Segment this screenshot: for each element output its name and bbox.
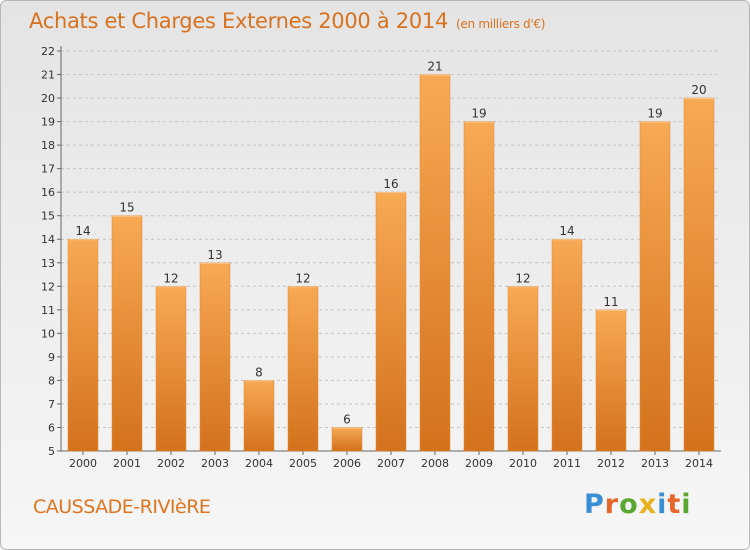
y-tick-label: 18 xyxy=(41,139,55,152)
bar-2007 xyxy=(375,191,407,452)
x-tick-label-2013: 2013 xyxy=(641,457,669,470)
x-tick-label-2005: 2005 xyxy=(289,457,317,470)
y-tick-label: 21 xyxy=(41,69,55,82)
y-tick-label: 15 xyxy=(41,210,55,223)
bar-2005 xyxy=(287,286,319,452)
bar-2006 xyxy=(331,427,363,452)
data-label-2001: 15 xyxy=(119,201,134,215)
data-label-2012: 11 xyxy=(603,295,618,309)
y-tick-labels: 5 6 7 8 9 10 11 12 13 14 15 16 17 18 19 20 21 22 xyxy=(41,45,55,458)
bars xyxy=(67,74,715,452)
x-tick-label-2004: 2004 xyxy=(245,457,273,470)
x-tick-label-2003: 2003 xyxy=(201,457,229,470)
bar-2012 xyxy=(595,309,627,452)
data-label-2008: 21 xyxy=(427,60,442,74)
data-label-2011: 14 xyxy=(559,224,574,238)
x-tick-label-2000: 2000 xyxy=(69,457,97,470)
y-tick-label: 19 xyxy=(41,116,55,129)
data-label-2006: 6 xyxy=(343,412,351,426)
data-label-2003: 13 xyxy=(207,248,222,262)
bar-2013 xyxy=(639,121,671,452)
bar-2011 xyxy=(551,238,583,452)
y-tick-label: 9 xyxy=(48,351,55,364)
y-tick-label: 22 xyxy=(41,45,55,58)
y-tick-label: 12 xyxy=(41,280,55,293)
y-tick-label: 17 xyxy=(41,163,55,176)
chart-title: Achats et Charges Externes 2000 à 2014 (e… xyxy=(29,9,546,33)
bar-2009 xyxy=(463,121,495,452)
y-tick-label: 5 xyxy=(48,445,55,458)
data-label-2014: 20 xyxy=(691,83,706,97)
bar-2010 xyxy=(507,286,539,452)
x-tick-label-2001: 2001 xyxy=(113,457,141,470)
bar-2008 xyxy=(419,74,451,452)
bar-2001 xyxy=(111,215,143,452)
data-label-2009: 19 xyxy=(471,107,486,121)
data-label-2007: 16 xyxy=(383,177,398,191)
bar-2002 xyxy=(155,286,187,452)
x-tick-label-2007: 2007 xyxy=(377,457,405,470)
data-label-2004: 8 xyxy=(255,365,263,379)
x-tick-label-2009: 2009 xyxy=(465,457,493,470)
y-tick-label: 8 xyxy=(48,374,55,387)
x-tick-label-2010: 2010 xyxy=(509,457,537,470)
x-tick-label-2002: 2002 xyxy=(157,457,185,470)
data-label-2005: 12 xyxy=(295,271,310,285)
commune-name: CAUSSADE-RIVIèRE xyxy=(33,496,211,518)
data-label-2000: 14 xyxy=(75,224,90,238)
data-label-2010: 12 xyxy=(515,271,530,285)
data-label-2013: 19 xyxy=(647,107,662,121)
data-labels: 14 15 12 13 8 12 6 16 21 19 12 14 11 19 20 xyxy=(75,60,706,427)
x-tick-label-2006: 2006 xyxy=(333,457,361,470)
chart-subtitle: (en milliers d'€) xyxy=(456,17,546,31)
x-tick-label-2012: 2012 xyxy=(597,457,625,470)
y-tick-label: 7 xyxy=(48,398,55,411)
x-tick-labels: 2000 2001 2002 2003 2004 2005 2006 2007 2008 2009… xyxy=(69,457,713,470)
y-tick-label: 20 xyxy=(41,92,55,105)
y-tick-label: 10 xyxy=(41,327,55,340)
bar-2003 xyxy=(199,262,231,452)
y-tick-label: 13 xyxy=(41,257,55,270)
y-tick-label: 6 xyxy=(48,421,55,434)
y-tick-label: 16 xyxy=(41,186,55,199)
bar-2014 xyxy=(683,97,715,452)
x-tick-label-2008: 2008 xyxy=(421,457,449,470)
x-tick-label-2011: 2011 xyxy=(553,457,581,470)
bar-2004 xyxy=(243,380,275,452)
proxiti-logo: Proxiti xyxy=(584,489,692,520)
data-label-2002: 12 xyxy=(163,271,178,285)
y-tick-label: 11 xyxy=(41,304,55,317)
x-tick-label-2014: 2014 xyxy=(685,457,713,470)
y-tick-label: 14 xyxy=(41,233,55,246)
bar-2000 xyxy=(67,238,99,452)
